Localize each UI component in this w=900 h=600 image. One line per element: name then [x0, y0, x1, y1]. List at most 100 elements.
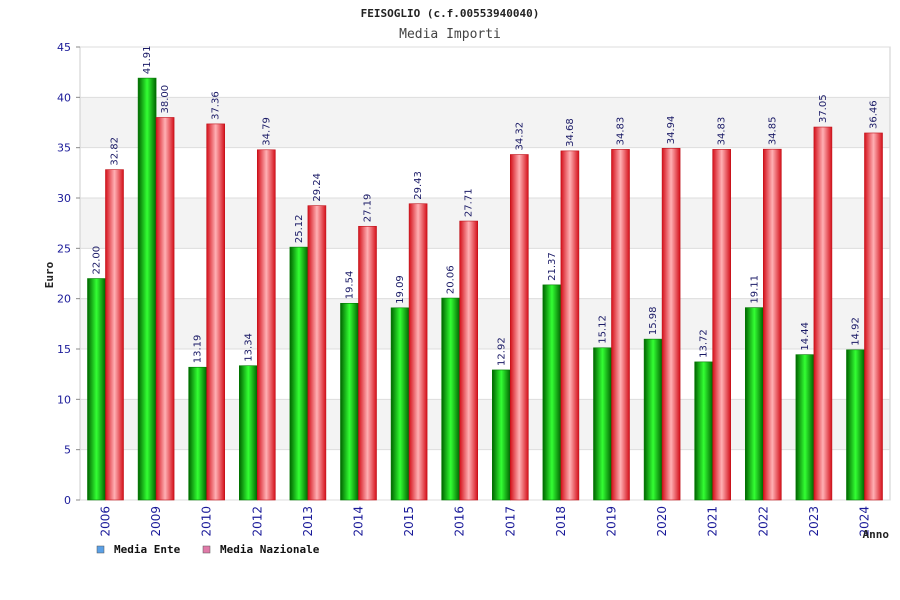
bar-media-nazionale-2022: [762, 148, 782, 501]
y-axis-label: Euro: [43, 261, 56, 288]
value-label: 37.05: [818, 94, 829, 123]
value-label: 34.32: [514, 122, 525, 151]
bar-media-ente-2014: [340, 302, 359, 501]
legend-label-media-nazionale: Media Nazionale: [220, 543, 320, 556]
value-label: 13.34: [243, 333, 254, 362]
bar-media-ente-2020: [643, 338, 663, 501]
value-label: 27.71: [464, 188, 475, 217]
bar-media-ente-2009: [137, 77, 157, 501]
value-label: 19.11: [749, 275, 760, 304]
value-label: 19.54: [345, 271, 356, 300]
legend-swatch-media-nazionale: [202, 545, 211, 554]
value-label: 13.19: [193, 335, 204, 364]
bar-media-ente-2021: [694, 361, 714, 501]
y-tick-label: 35: [57, 142, 71, 155]
bar-media-nazionale-2021: [712, 149, 732, 501]
chart-title: FEISOGLIO (c.f.00553940040): [361, 7, 540, 20]
value-label: 12.92: [496, 337, 507, 366]
y-axis-ticks: 0 5 10 15 20 25 30 35 40 45: [57, 41, 80, 507]
bar-media-ente-2024: [846, 349, 865, 501]
x-axis-ticks: 2006 2009 2010 2012 2013 2014 2015 2016 2017 2018…: [99, 506, 872, 537]
bar-media-nazionale-2017: [509, 154, 529, 501]
bar-media-nazionale-2024: [864, 132, 883, 501]
value-label: 36.46: [869, 100, 880, 129]
bar-media-nazionale-2019: [611, 149, 630, 501]
x-tick-label: 2016: [453, 506, 467, 537]
x-tick-label: 2024: [858, 506, 872, 537]
bar-media-ente-2010: [188, 366, 207, 501]
y-tick-label: 20: [57, 293, 71, 306]
x-tick-label: 2013: [301, 506, 315, 537]
bar-media-ente-2023: [795, 354, 815, 501]
value-label: 34.85: [767, 117, 778, 146]
value-label: 34.79: [261, 117, 272, 146]
bar-media-ente-2019: [593, 347, 612, 501]
value-labels: 22.00 32.82 41.91 38.00 13.19 37.36 13.34 34.79…: [92, 45, 880, 365]
x-tick-label: 2019: [605, 506, 619, 537]
value-label: 14.92: [851, 317, 862, 346]
value-label: 25.12: [294, 214, 305, 243]
x-tick-label: 2018: [554, 506, 568, 537]
x-tick-label: 2023: [807, 506, 821, 537]
value-label: 32.82: [110, 137, 121, 166]
x-axis-label: Anno: [863, 528, 890, 541]
y-tick-label: 45: [57, 41, 71, 54]
x-tick-label: 2022: [756, 506, 770, 537]
bar-media-ente-2022: [744, 307, 764, 501]
value-label: 20.06: [446, 265, 457, 294]
value-label: 34.83: [616, 117, 627, 146]
x-tick-label: 2017: [503, 506, 517, 537]
bar-media-ente-2015: [390, 307, 410, 501]
bar-media-nazionale-2016: [459, 220, 479, 501]
bar-media-ente-2013: [289, 246, 309, 501]
chart-subtitle: Media Importi: [399, 27, 501, 42]
legend-label-media-ente: Media Ente: [114, 543, 181, 556]
value-label: 14.44: [800, 322, 811, 351]
x-tick-label: 2021: [706, 506, 720, 537]
x-tick-label: 2009: [149, 506, 163, 537]
value-label: 34.68: [565, 118, 576, 147]
bar-media-nazionale-2020: [661, 147, 681, 501]
value-label: 34.83: [717, 117, 728, 146]
bar-media-nazionale-2018: [560, 150, 580, 501]
x-tick-label: 2010: [200, 506, 214, 537]
bar-media-nazionale-2009: [155, 117, 175, 501]
x-tick-label: 2020: [655, 506, 669, 537]
y-tick-label: 5: [64, 444, 71, 457]
legend: Media Ente Media Nazionale: [96, 543, 320, 556]
bar-media-ente-2016: [441, 297, 461, 501]
y-tick-label: 0: [64, 494, 71, 507]
x-tick-label: 2015: [402, 506, 416, 537]
value-label: 29.43: [413, 171, 424, 200]
y-tick-label: 30: [57, 192, 71, 205]
y-tick-label: 40: [57, 91, 71, 104]
value-label: 38.00: [160, 85, 171, 114]
bar-media-ente-2018: [542, 284, 562, 501]
value-label: 37.36: [211, 91, 222, 120]
x-tick-label: 2014: [352, 506, 366, 537]
bar-media-nazionale-2014: [358, 225, 377, 501]
value-label: 13.72: [699, 329, 710, 358]
value-label: 21.37: [547, 252, 558, 281]
value-label: 29.24: [312, 173, 323, 202]
bar-media-nazionale-2010: [206, 123, 225, 501]
x-tick-label: 2012: [250, 506, 264, 537]
value-label: 41.91: [142, 45, 153, 74]
bar-media-ente-2017: [491, 369, 511, 501]
value-label: 15.98: [648, 306, 659, 335]
value-label: 34.94: [666, 116, 677, 145]
bar-media-nazionale-2015: [408, 203, 428, 501]
bar-media-ente-2012: [239, 365, 258, 501]
value-label: 15.12: [598, 315, 609, 344]
bars: [87, 77, 883, 501]
bar-media-nazionale-2006: [105, 169, 124, 501]
value-label: 22.00: [92, 246, 103, 275]
bar-media-nazionale-2023: [813, 126, 833, 501]
y-tick-label: 25: [57, 242, 71, 255]
legend-swatch-media-ente: [96, 545, 105, 554]
bar-media-nazionale-2013: [307, 205, 327, 501]
y-tick-label: 15: [57, 343, 71, 356]
y-tick-label: 10: [57, 393, 71, 406]
value-label: 27.19: [363, 194, 374, 223]
